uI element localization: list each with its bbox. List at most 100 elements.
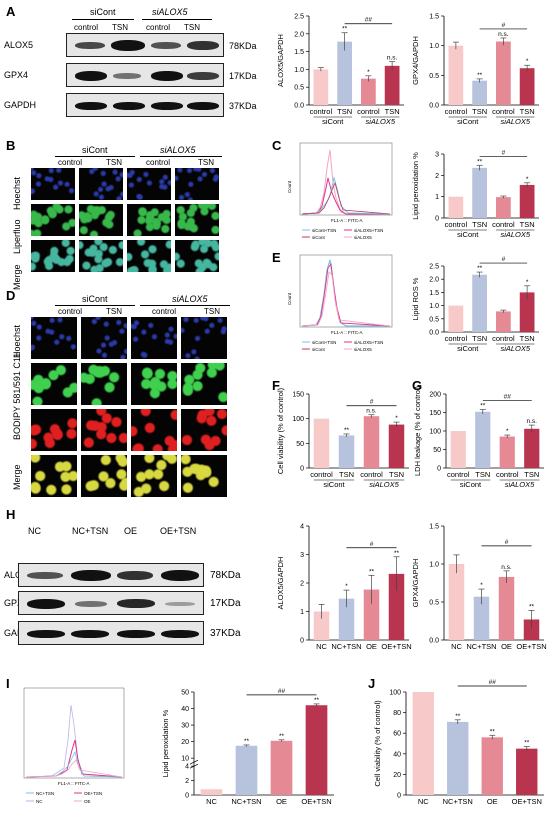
bar — [473, 596, 490, 640]
y-tick-label: 0.5 — [429, 316, 439, 323]
category-label: TSN — [472, 107, 487, 116]
bracket-label: # — [502, 149, 506, 156]
group-label: siCont — [322, 117, 344, 126]
y-tick-label: 0.5 — [429, 600, 439, 607]
y-tick-label: 1.0 — [429, 562, 439, 569]
protein-label: GPX4 — [4, 70, 29, 80]
microscopy-image — [30, 316, 78, 360]
y-tick-label: 1.0 — [429, 303, 439, 310]
category-label: TSN — [389, 470, 404, 479]
category-label: NC — [316, 642, 327, 651]
group-label-sialox5: siALOX5 — [172, 294, 208, 304]
bracket-label: ## — [278, 688, 286, 695]
microscopy-image — [174, 203, 220, 237]
microscopy-image — [30, 454, 78, 498]
microscopy-image — [30, 362, 78, 406]
flow-histogram-c: Count FL1-A :: FITC-A siCont+TSN siALOX5… — [287, 142, 393, 240]
flow-legend-entry: NC+TSN — [36, 791, 54, 796]
lane-label: OE — [124, 526, 138, 536]
category-label: control — [357, 107, 380, 116]
bar-chart-c-lipid: 0 1 2 3 Lipid peroxidation % control ** TSN cont… — [411, 149, 539, 239]
category-label: control — [445, 334, 468, 343]
panel-label-e: E — [272, 250, 281, 265]
kda-label: 17KDa — [229, 71, 257, 81]
lane-label: TSN — [198, 158, 214, 167]
y-tick-label: 3 — [435, 152, 439, 159]
bar — [337, 41, 352, 105]
kda-label: 78KDa — [229, 41, 257, 51]
category-label: TSN — [475, 470, 490, 479]
microscopy-image — [130, 454, 178, 498]
significance-mark: ** — [369, 568, 375, 575]
bar — [338, 435, 355, 468]
panel-label-b: B — [6, 138, 16, 153]
y-tick-label: 2 — [435, 173, 439, 180]
category-label: TSN — [520, 334, 535, 343]
bar — [363, 416, 380, 468]
microscopy-image — [180, 408, 228, 452]
flow-ylabel: Count — [287, 180, 292, 193]
y-tick-label: 0 — [185, 793, 189, 800]
y-tick-label: 20 — [181, 739, 189, 746]
lane-label: TSN — [204, 307, 220, 316]
lane-label: TSN — [184, 23, 200, 32]
bar — [498, 576, 515, 640]
group-label: siCont — [323, 480, 345, 489]
group-label: siALOX5 — [500, 230, 530, 239]
category-label: OE — [366, 642, 377, 651]
bracket-label: # — [505, 539, 509, 546]
category-label: NC — [418, 797, 429, 806]
flow-legend-entry: OE — [84, 799, 91, 804]
y-tick-label: 3 — [300, 552, 304, 559]
y-tick-label: 0 — [435, 216, 439, 223]
y-tick-label: 2 — [185, 778, 189, 785]
row-label: Merge — [12, 264, 22, 290]
western-blot-gapdh — [18, 621, 204, 645]
microscopy-image — [174, 167, 220, 201]
bar — [496, 197, 511, 218]
group-underline — [55, 305, 135, 306]
category-label: control — [310, 470, 333, 479]
y-tick-label: 1 — [435, 194, 439, 201]
category-label: TSN — [520, 107, 535, 116]
bar — [235, 745, 258, 795]
bar — [363, 589, 380, 640]
significance-mark: n.s. — [387, 55, 398, 62]
bar — [496, 311, 511, 332]
microscopy-image — [78, 167, 124, 201]
y-tick-label: 150 — [429, 410, 441, 417]
microscopy-image — [80, 362, 128, 406]
y-tick-label: 100 — [292, 416, 304, 423]
flow-histogram-i: FL1-A :: FITC-A NC+TSN OE+TSN NC OE — [23, 687, 125, 804]
significance-mark: ** — [244, 738, 250, 745]
panel-label-c: C — [272, 138, 282, 153]
y-tick-label: 200 — [429, 392, 441, 399]
bar-chart-a-alox5: 0.0 0.5 1.0 1.5 2.0 2.5 ALOX5/GAPDH control ** TS… — [276, 14, 404, 126]
group-underline — [55, 156, 135, 157]
flow-histogram-e: Count FL1-A :: FITC-A siCont+TSN siALOX5… — [287, 254, 393, 352]
y-tick-label: 40 — [181, 706, 189, 713]
group-underline — [140, 156, 222, 157]
significance-mark: ** — [524, 740, 530, 747]
bar — [448, 305, 464, 332]
flow-xlabel: FL1-A :: FITC-A — [58, 781, 90, 786]
bar-chart-i-lipid: 0 2 410 20 30 40 50 Lipid peroxidation % NC ** NC+… — [161, 688, 334, 806]
y-tick-label: 0 — [397, 793, 401, 800]
y-tick-label: 80 — [393, 710, 401, 717]
y-tick-label: 50 — [433, 447, 441, 454]
flow-xlabel: FL1-A :: FITC-A — [331, 330, 363, 335]
bar — [519, 292, 535, 332]
category-label: TSN — [337, 107, 352, 116]
bar — [313, 418, 330, 468]
bar — [338, 598, 355, 640]
y-axis-label: Cell viability (% of control) — [276, 387, 285, 474]
bracket-label: ## — [489, 679, 497, 686]
y-tick-label: 0.0 — [429, 103, 439, 110]
significance-mark: ** — [529, 603, 535, 610]
significance-mark: n.s. — [366, 408, 377, 415]
category-label: TSN — [339, 470, 354, 479]
y-axis-label: GPX4/GAPDH — [411, 559, 420, 608]
y-axis-label: GPX4/GAPDH — [411, 36, 420, 85]
panel-label-i: I — [6, 676, 10, 691]
lane-label: TSN — [106, 158, 122, 167]
